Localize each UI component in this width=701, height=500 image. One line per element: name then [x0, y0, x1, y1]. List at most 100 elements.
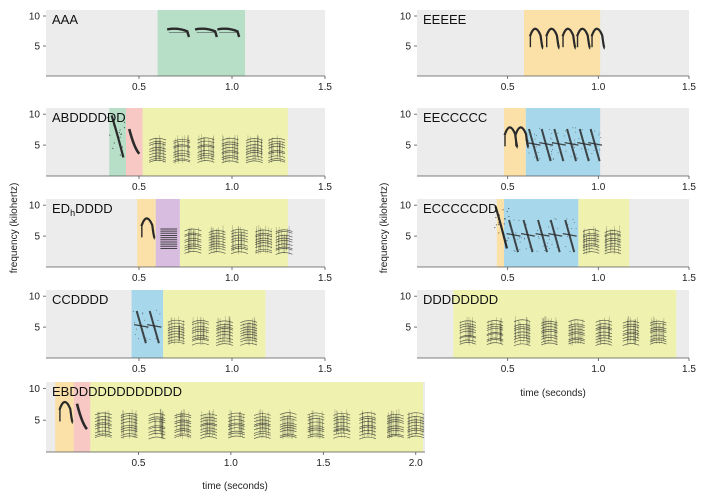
x-tick-label: 1.5	[318, 364, 332, 375]
panel-title: ABDDDDDD	[52, 110, 126, 125]
syllable-mark	[268, 135, 286, 163]
x-tick-label: 1.5	[682, 182, 696, 193]
x-tick-label: 1.0	[591, 82, 605, 93]
syllable-mark	[595, 316, 613, 346]
syllable-segment	[453, 290, 677, 358]
syllable-segment	[525, 108, 601, 176]
spectrogram-panel: 0.5 1.0 1.5 5 10 ECCCCCDD	[400, 199, 696, 284]
syllable-mark	[568, 319, 585, 346]
syllable-mark	[221, 134, 239, 164]
syllable-mark	[307, 410, 325, 440]
panel-title: EBDDDDDDDDDDDD	[52, 384, 182, 399]
syllable-segment	[578, 199, 630, 267]
syllable-mark	[550, 128, 567, 162]
syllable-mark	[582, 226, 600, 255]
x-tick-label: 1.5	[682, 364, 696, 375]
y-tick-label: 5	[34, 42, 40, 53]
syllable-mark	[575, 128, 593, 162]
syllable-segment	[157, 10, 246, 76]
x-axis-label: time (seconds)	[202, 481, 268, 492]
panel-title: ECCCCCDD	[423, 201, 497, 216]
y-tick-label: 5	[405, 141, 411, 152]
y-tick-label: 10	[29, 201, 41, 212]
syllable-mark	[546, 218, 563, 253]
panel-title: AAA	[52, 12, 78, 27]
syllable-mark	[514, 126, 530, 149]
x-tick-label: 1.5	[316, 458, 330, 469]
syllable-mark	[230, 225, 248, 255]
x-tick-label: 0.5	[132, 364, 146, 375]
x-tick-label: 0.5	[501, 364, 515, 375]
syllable-mark	[604, 225, 622, 255]
syllable-mark	[407, 412, 425, 440]
x-tick-label: 1.0	[225, 82, 239, 93]
y-tick-label: 10	[400, 12, 412, 23]
panel-title: CCDDDD	[52, 292, 108, 307]
syllable-mark	[166, 27, 191, 38]
syllable-segment	[55, 382, 74, 452]
y-tick-label: 10	[29, 292, 41, 303]
syllable-mark	[216, 316, 234, 347]
syllable-segment	[523, 10, 601, 76]
spectrogram-panel: 0.5 1.0 1.5 2.0 5 10 EBDDDDDDDDDDDD time (secon…	[29, 382, 425, 492]
syllable-mark	[240, 316, 258, 346]
syllable-mark	[386, 409, 404, 439]
syllable-mark	[191, 316, 209, 346]
panel-title: DDDDDDDD	[423, 292, 498, 307]
syllable-mark	[245, 134, 263, 164]
syllable-mark	[58, 400, 74, 424]
y-tick-label: 10	[400, 292, 412, 303]
spectrogram-panel: 0.5 1.0 1.5 5 10 EEEEE	[400, 10, 696, 93]
y-tick-label: 10	[400, 110, 412, 121]
spectrogram-panel: 0.5 1.0 1.5 5 10 AAA	[29, 10, 332, 93]
spectrogram-panel: 0.5 1.0 1.5 5 10 EECCCCC	[400, 108, 696, 193]
syllable-mark	[513, 315, 531, 347]
x-tick-label: 1.0	[225, 273, 239, 284]
x-tick-label: 2.0	[409, 458, 423, 469]
syllable-mark	[160, 228, 178, 249]
x-tick-label: 1.0	[591, 182, 605, 193]
x-tick-label: 0.5	[132, 182, 146, 193]
y-tick-label: 5	[34, 416, 40, 427]
syllable-mark	[106, 115, 126, 158]
panel-title: EEEEE	[423, 12, 467, 27]
syllable-mark	[149, 135, 167, 164]
y-axis-label-left: frequency (kilohertz)	[9, 183, 20, 274]
syllable-mark	[486, 317, 504, 346]
x-tick-label: 1.5	[318, 182, 332, 193]
syllable-mark	[145, 309, 162, 344]
syllable-mark	[120, 409, 138, 439]
panel-title: EECCCCC	[423, 110, 487, 125]
x-tick-label: 1.0	[591, 273, 605, 284]
syllable-mark	[563, 127, 579, 162]
syllable-segment	[163, 290, 266, 358]
syllable-mark	[649, 316, 667, 345]
x-tick-label: 1.0	[224, 458, 238, 469]
syllable-mark	[576, 27, 592, 50]
syllable-mark	[333, 409, 351, 439]
x-tick-label: 1.5	[682, 82, 696, 93]
syllable-mark	[200, 409, 218, 440]
x-tick-label: 0.5	[131, 458, 145, 469]
syllable-mark	[94, 410, 112, 438]
x-tick-label: 1.0	[591, 364, 605, 375]
x-tick-label: 1.5	[318, 273, 332, 284]
y-tick-label: 10	[29, 12, 41, 23]
syllable-segment	[137, 199, 156, 267]
y-tick-label: 5	[34, 141, 40, 152]
syllable-mark	[494, 206, 510, 249]
syllable-mark	[275, 225, 293, 255]
syllable-segment	[504, 108, 526, 176]
syllable-mark	[622, 316, 640, 346]
spectrogram-panel: 0.5 1.0 1.5 5 10 EDhDDDD	[29, 199, 332, 284]
syllable-mark	[208, 225, 226, 255]
syllable-mark	[173, 134, 191, 164]
syllable-mark	[174, 409, 192, 439]
spectrogram-panel: 0.5 1.0 1.5 5 10 DDDDDDDD time (seconds)	[400, 290, 696, 399]
syllable-mark	[197, 134, 215, 163]
syllable-mark	[255, 225, 273, 255]
syllable-mark	[504, 218, 521, 253]
syllable-mark	[586, 128, 603, 162]
syllable-mark	[561, 27, 577, 50]
